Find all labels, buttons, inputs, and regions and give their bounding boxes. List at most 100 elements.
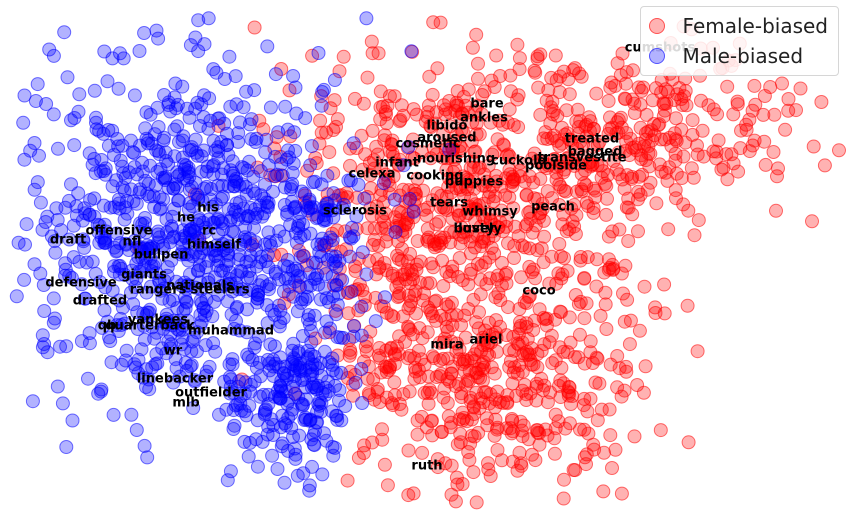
female-point — [608, 78, 623, 93]
male-point — [33, 195, 48, 210]
female-point — [559, 103, 574, 118]
male-point — [344, 284, 359, 299]
female-point — [622, 148, 637, 163]
female-point — [519, 188, 534, 203]
female-point — [572, 327, 587, 342]
female-point — [617, 181, 632, 196]
male-point — [72, 87, 87, 102]
male-point — [355, 245, 370, 260]
female-point — [570, 102, 585, 117]
male-point — [348, 375, 363, 390]
female-point — [758, 157, 773, 172]
male-point — [50, 379, 65, 394]
male-point — [143, 158, 158, 173]
male-point — [225, 357, 240, 372]
female-point — [487, 80, 502, 94]
female-point — [466, 292, 481, 307]
female-point — [340, 473, 355, 488]
male-point — [359, 267, 374, 282]
female-point — [469, 27, 484, 42]
male-point — [346, 136, 361, 151]
female-point — [475, 88, 490, 102]
female-point — [598, 297, 613, 312]
female-point — [814, 95, 829, 109]
male-point — [329, 409, 344, 423]
female-point — [608, 442, 623, 457]
male-point — [230, 300, 245, 314]
female-point — [583, 345, 598, 360]
male-point — [241, 449, 256, 464]
word-label: rc — [202, 224, 216, 239]
male-point — [81, 371, 95, 386]
female-point — [403, 298, 418, 313]
female-point — [527, 63, 542, 78]
female-point — [606, 154, 621, 168]
male-point — [290, 468, 305, 483]
female-point — [500, 396, 515, 411]
female-point — [573, 250, 588, 264]
male-point — [264, 412, 279, 427]
male-point — [272, 224, 287, 239]
female-point — [426, 15, 441, 30]
female-point — [617, 91, 632, 106]
female-point — [564, 201, 579, 216]
female-point — [490, 420, 505, 435]
male-point — [277, 475, 292, 490]
female-point — [769, 203, 783, 218]
female-point — [553, 69, 568, 84]
female-point — [589, 86, 604, 101]
female-point — [422, 69, 437, 84]
male-point — [197, 308, 212, 323]
female-point — [720, 79, 735, 94]
female-point — [571, 297, 586, 312]
word-label: draft — [50, 233, 86, 248]
female-point — [653, 423, 668, 438]
male-point — [229, 97, 244, 112]
female-point — [638, 359, 653, 374]
female-point — [806, 139, 821, 154]
word-label: offensive — [85, 224, 152, 239]
female-point — [366, 372, 381, 387]
female-point — [313, 113, 328, 128]
male-point — [144, 136, 159, 151]
female-point — [612, 361, 627, 376]
female-point — [669, 166, 684, 181]
female-point — [562, 222, 577, 237]
female-point — [482, 271, 497, 286]
female-point — [573, 422, 587, 437]
female-point — [489, 48, 504, 63]
male-point — [263, 100, 278, 115]
male-point — [293, 356, 308, 371]
male-point — [223, 163, 238, 178]
female-point — [493, 293, 508, 308]
female-point — [590, 158, 605, 173]
male-point — [308, 357, 323, 372]
female-point — [687, 228, 702, 243]
female-point — [611, 125, 626, 140]
male-point — [277, 198, 292, 212]
female-point — [455, 477, 470, 491]
male-point — [241, 350, 256, 365]
female-point — [548, 353, 563, 368]
female-point — [348, 91, 362, 106]
female-point — [515, 429, 530, 444]
female-point — [710, 107, 725, 122]
female-point — [763, 80, 778, 94]
female-point — [578, 119, 593, 134]
female-point — [429, 313, 444, 328]
female-point — [793, 81, 808, 96]
female-point — [343, 158, 357, 173]
female-point — [513, 414, 528, 429]
female-point — [614, 486, 629, 501]
female-point — [346, 388, 360, 403]
male-point — [327, 73, 342, 87]
female-point — [356, 446, 371, 460]
female-point — [589, 252, 604, 267]
female-point — [444, 308, 459, 323]
female-point — [533, 205, 548, 220]
male-point — [111, 81, 126, 96]
male-point — [113, 46, 127, 61]
female-point — [473, 219, 488, 234]
male-point — [302, 317, 317, 332]
male-point — [291, 390, 306, 405]
